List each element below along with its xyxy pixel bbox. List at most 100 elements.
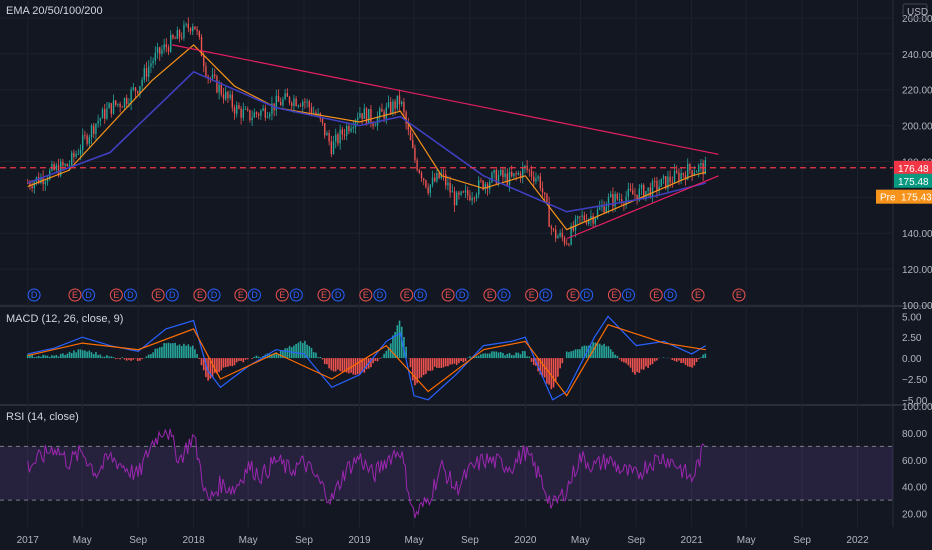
macd-histogram-bar (218, 358, 220, 373)
candle-body (693, 172, 696, 175)
macd-histogram-bar (653, 358, 656, 362)
candle-body (236, 105, 238, 114)
candle-body (203, 56, 205, 67)
candle-body (689, 164, 691, 171)
candle-body (317, 113, 319, 115)
macd-histogram-bar (286, 348, 289, 359)
earnings-event-label: E (736, 290, 742, 300)
macd-histogram-bar (147, 354, 150, 359)
candle-body (128, 103, 130, 105)
dividend-event-label: D (501, 290, 508, 300)
candle-body (31, 186, 33, 189)
macd-histogram-bar (306, 344, 308, 359)
x-tick-label: May (239, 535, 258, 546)
candle-body (368, 109, 370, 124)
earnings-event-label: E (155, 290, 161, 300)
candle-body (44, 181, 47, 185)
candle-body (86, 135, 88, 144)
earnings-event-marker (151, 288, 165, 302)
macd-histogram-bar (618, 358, 621, 360)
macd-histogram-bar (172, 343, 174, 359)
candle-body (112, 100, 115, 114)
macd-histogram-bar (574, 349, 577, 359)
candle-body (394, 101, 396, 109)
macd-histogram-bar (620, 358, 623, 362)
macd-histogram-bar (440, 358, 443, 368)
macd-histogram-bar (343, 358, 346, 372)
candle-body (306, 101, 308, 103)
macd-histogram-bar (321, 358, 324, 360)
rsi-tick-label: 40.00 (902, 483, 927, 494)
macd-histogram-bar (40, 356, 42, 359)
macd-histogram-bar (240, 358, 242, 361)
candle-body (258, 114, 260, 116)
macd-histogram-bar (510, 355, 513, 359)
candle-body (493, 169, 495, 173)
macd-histogram-bar (128, 358, 130, 360)
candle-body (84, 135, 86, 137)
macd-histogram-bar (486, 353, 489, 359)
macd-histogram-bar (381, 357, 383, 359)
candle-body (159, 47, 161, 54)
macd-histogram-bar (631, 358, 634, 373)
candle-body (522, 167, 524, 179)
earnings-event-marker (68, 288, 82, 302)
macd-histogram-bar (704, 353, 707, 359)
candle-body (396, 95, 399, 109)
candle-body (161, 49, 163, 54)
macd-histogram-bar (295, 344, 297, 359)
macd-histogram-bar (671, 358, 674, 360)
macd-histogram-bar (334, 358, 337, 372)
earnings-event-marker (607, 288, 621, 302)
candle-body (660, 178, 663, 187)
candle-body (665, 176, 667, 189)
candle-body (328, 133, 330, 142)
macd-histogram-bar (396, 325, 399, 359)
rsi-pane[interactable] (0, 428, 893, 519)
macd-histogram-bar (552, 358, 555, 388)
macd-histogram-bar (282, 350, 284, 359)
dividend-event-marker (289, 288, 303, 302)
macd-histogram-bar (125, 358, 128, 361)
macd-histogram-bar (136, 358, 139, 362)
candle-body (145, 68, 148, 77)
macd-histogram-bar (185, 345, 187, 359)
macd-histogram-bar (568, 352, 570, 359)
x-tick-label: Sep (129, 535, 147, 546)
candle-body (702, 163, 704, 175)
dividend-event-marker (373, 288, 387, 302)
candle-body (370, 109, 372, 123)
macd-histogram-bar (482, 353, 484, 359)
macd-histogram-bar (378, 358, 381, 359)
price-tick-label: 260.00 (902, 14, 932, 25)
candle-body (654, 181, 656, 182)
candle-body (167, 47, 170, 52)
currency-badge[interactable] (902, 3, 928, 19)
dividend-event-marker (497, 288, 511, 302)
macd-histogram-bar (515, 352, 517, 359)
macd-histogram-bar (187, 344, 190, 359)
macd-histogram-bar (464, 358, 467, 362)
macd-pane[interactable] (26, 315, 707, 401)
candle-body (464, 190, 467, 193)
candle-body (372, 122, 374, 127)
candle-body (308, 101, 311, 108)
candle-body (643, 184, 645, 199)
candle-body (88, 137, 91, 144)
candle-body (141, 79, 143, 87)
x-tick-label: 2018 (182, 535, 205, 546)
earnings-event-label: E (238, 290, 244, 300)
macd-histogram-bar (636, 358, 638, 373)
macd-histogram-bar (312, 352, 315, 359)
dividend-event-marker (247, 288, 261, 302)
candle-body (555, 229, 557, 239)
candle-body (262, 108, 264, 111)
candle-body (229, 94, 231, 98)
macd-histogram-bar (400, 326, 403, 359)
candle-body (139, 86, 141, 94)
price-tick-label: 220.00 (902, 86, 932, 97)
candle-body (537, 176, 539, 179)
